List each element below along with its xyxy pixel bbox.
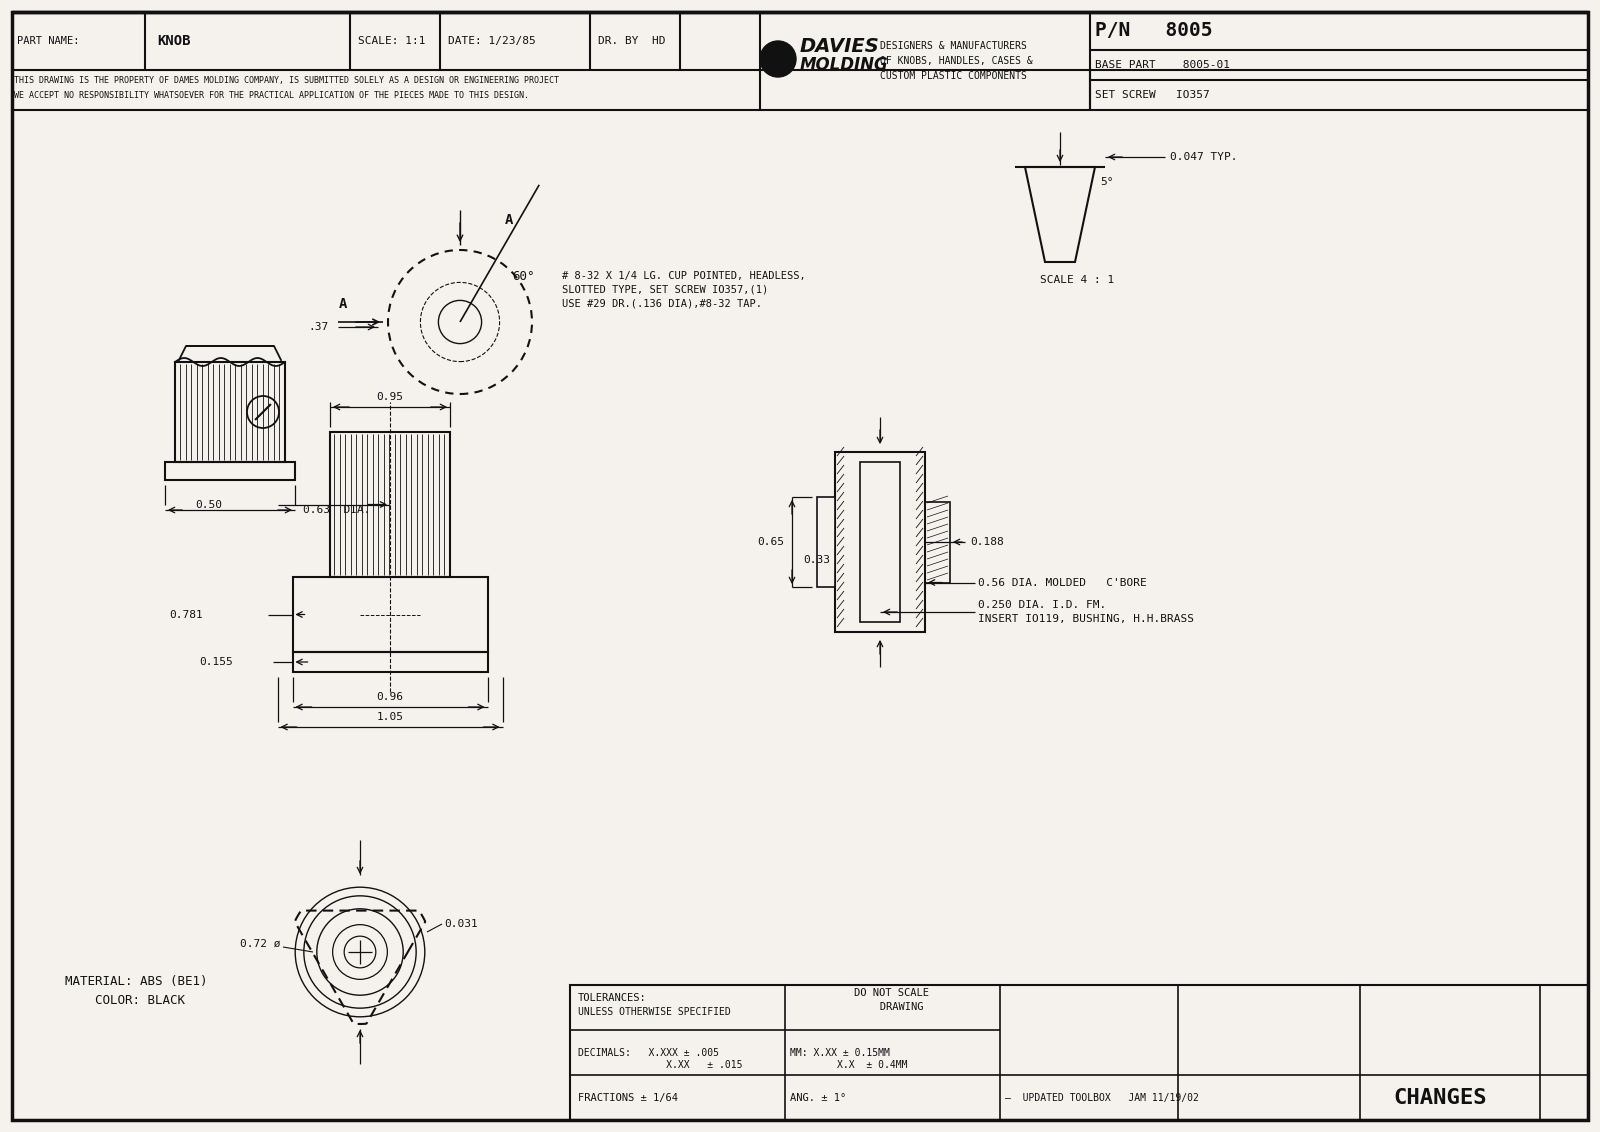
Text: A: A: [504, 213, 512, 228]
Text: PART NAME:: PART NAME:: [18, 36, 80, 46]
Text: DATE: 1/23/85: DATE: 1/23/85: [448, 36, 536, 46]
Text: ANG. ± 1°: ANG. ± 1°: [790, 1094, 846, 1103]
Bar: [570, 985, 1587, 1120]
Text: SCALE 4 : 1: SCALE 4 : 1: [1040, 275, 1114, 285]
Text: P/N   8005: P/N 8005: [1094, 22, 1213, 41]
Text: A: A: [339, 297, 347, 311]
Text: 5°: 5°: [1101, 177, 1114, 187]
Text: SET SCREW   IO357: SET SCREW IO357: [1094, 91, 1210, 100]
Text: INSERT IO119, BUSHING, H.H.BRASS: INSERT IO119, BUSHING, H.H.BRASS: [978, 614, 1194, 624]
Text: TOLERANCES:: TOLERANCES:: [578, 993, 646, 1003]
Text: .37: .37: [307, 321, 328, 332]
Circle shape: [760, 41, 797, 77]
Text: MOLDING: MOLDING: [800, 55, 888, 74]
Text: DECIMALS:   X.XXX ± .005: DECIMALS: X.XXX ± .005: [578, 1048, 718, 1058]
Text: MM: X.XX ± 0.15MM: MM: X.XX ± 0.15MM: [790, 1048, 890, 1058]
Bar: [174, 362, 285, 462]
Bar: [293, 652, 488, 672]
Text: COLOR: BLACK: COLOR: BLACK: [66, 994, 186, 1006]
Text: 0.188: 0.188: [970, 537, 1003, 547]
Text: 0.781: 0.781: [168, 609, 203, 619]
Bar: [165, 462, 294, 480]
Text: 60°: 60°: [512, 271, 534, 283]
Bar: [925, 501, 950, 583]
Text: FRACTIONS ± 1/64: FRACTIONS ± 1/64: [578, 1094, 678, 1103]
Bar: [861, 462, 899, 621]
Text: DR. BY  HD: DR. BY HD: [598, 36, 666, 46]
Text: MATERIAL: ABS (BE1): MATERIAL: ABS (BE1): [66, 976, 208, 988]
Text: SCALE: 1:1: SCALE: 1:1: [358, 36, 426, 46]
Text: UNLESS OTHERWISE SPECIFIED: UNLESS OTHERWISE SPECIFIED: [578, 1007, 731, 1017]
Text: 0.33: 0.33: [803, 555, 830, 565]
Text: 0.65: 0.65: [757, 537, 784, 547]
Text: DAVIES: DAVIES: [800, 37, 880, 57]
Text: THIS DRAWING IS THE PROPERTY OF DAMES MOLDING COMPANY, IS SUBMITTED SOLELY AS A : THIS DRAWING IS THE PROPERTY OF DAMES MO…: [14, 76, 558, 85]
Text: WE ACCEPT NO RESPONSIBILITY WHATSOEVER FOR THE PRACTICAL APPLICATION OF THE PIEC: WE ACCEPT NO RESPONSIBILITY WHATSOEVER F…: [14, 92, 530, 101]
Text: 1.05: 1.05: [376, 712, 403, 722]
Text: 0.250 DIA. I.D. FM.: 0.250 DIA. I.D. FM.: [978, 600, 1106, 610]
Text: 0.56 DIA. MOLDED   C'BORE: 0.56 DIA. MOLDED C'BORE: [978, 577, 1147, 588]
Text: DO NOT SCALE
   DRAWING: DO NOT SCALE DRAWING: [854, 988, 930, 1012]
Text: 0.047 TYP.: 0.047 TYP.: [1170, 152, 1237, 162]
Text: SLOTTED TYPE, SET SCREW IO357,(1): SLOTTED TYPE, SET SCREW IO357,(1): [562, 285, 768, 295]
Text: 0.50: 0.50: [195, 499, 222, 509]
Text: 0.72 ø: 0.72 ø: [240, 940, 280, 949]
Text: X.X  ± 0.4MM: X.X ± 0.4MM: [790, 1060, 907, 1070]
Text: DESIGNERS & MANUFACTURERS
OF KNOBS, HANDLES, CASES &
CUSTOM PLASTIC COMPONENTS: DESIGNERS & MANUFACTURERS OF KNOBS, HAND…: [880, 41, 1032, 80]
Text: 0.63  DIA.: 0.63 DIA.: [302, 505, 371, 515]
Text: USE #29 DR.(.136 DIA),#8-32 TAP.: USE #29 DR.(.136 DIA),#8-32 TAP.: [562, 299, 762, 309]
Bar: [330, 432, 450, 577]
Text: BASE PART    8005-01: BASE PART 8005-01: [1094, 60, 1230, 70]
Bar: [818, 497, 835, 588]
Text: 0.155: 0.155: [198, 657, 232, 667]
Text: 0.95: 0.95: [376, 392, 403, 402]
Text: CHANGES: CHANGES: [1394, 1088, 1486, 1108]
Text: 0.96: 0.96: [376, 692, 403, 702]
Text: 0.031: 0.031: [445, 919, 478, 929]
Text: # 8-32 X 1/4 LG. CUP POINTED, HEADLESS,: # 8-32 X 1/4 LG. CUP POINTED, HEADLESS,: [562, 271, 806, 281]
Bar: [835, 452, 925, 632]
Text: X.XX   ± .015: X.XX ± .015: [578, 1060, 742, 1070]
Bar: [293, 577, 488, 652]
Text: —  UPDATED TOOLBOX   JAM 11/19/02: — UPDATED TOOLBOX JAM 11/19/02: [1005, 1094, 1198, 1103]
Text: KNOB: KNOB: [157, 34, 190, 48]
